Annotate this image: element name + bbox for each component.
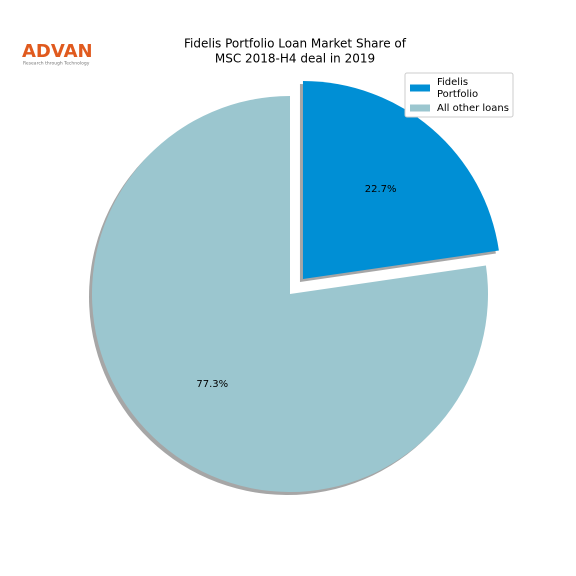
chart-title: Fidelis Portfolio Loan Market Share of bbox=[184, 37, 407, 51]
chart-title: MSC 2018-H4 deal in 2019 bbox=[215, 52, 375, 66]
legend-label: Fidelis bbox=[437, 77, 468, 88]
legend-swatch bbox=[410, 84, 430, 92]
logo-tagline: Research through Technology bbox=[23, 61, 90, 67]
value-label: 22.7% bbox=[365, 184, 397, 195]
logo-name: ADVAN bbox=[22, 41, 93, 62]
legend-label: Portfolio bbox=[437, 89, 478, 100]
legend-label: All other loans bbox=[437, 103, 509, 114]
legend-swatch bbox=[410, 104, 430, 112]
legend-box bbox=[404, 72, 514, 118]
wedge bbox=[302, 81, 499, 280]
wedge bbox=[91, 96, 488, 492]
value-label: 77.3% bbox=[196, 379, 228, 390]
